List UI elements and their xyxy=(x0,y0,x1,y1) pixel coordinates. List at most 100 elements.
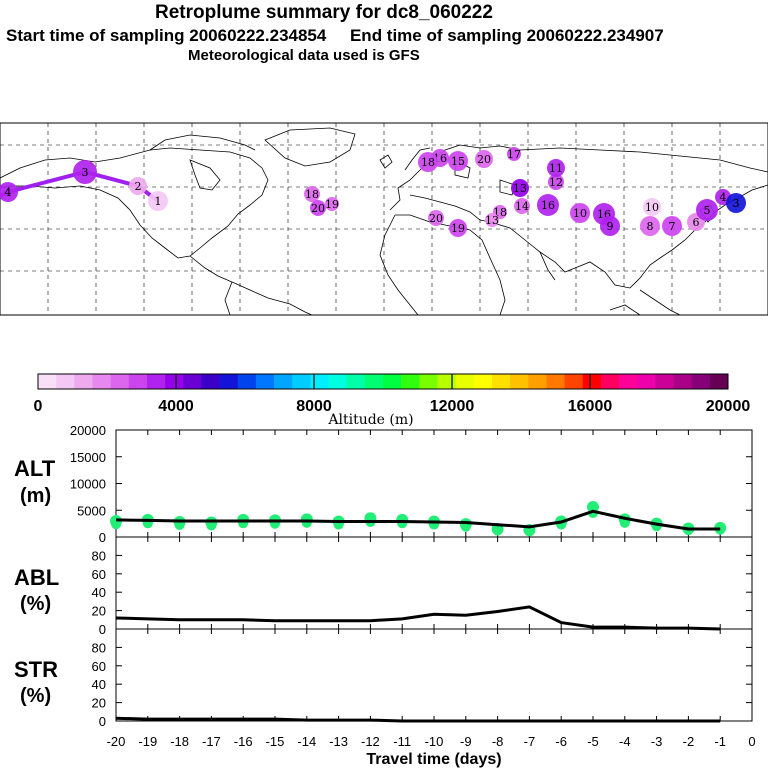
x-tick-label: -18 xyxy=(170,734,189,749)
y-tick-label: 0 xyxy=(99,530,106,545)
plume-cluster-marker xyxy=(600,216,620,236)
plume-cluster-marker xyxy=(310,200,326,216)
colorbar-cell xyxy=(401,374,420,389)
colorbar-cell xyxy=(310,374,329,389)
colorbar-cell xyxy=(691,374,711,389)
plume-cluster-label: 7 xyxy=(669,220,676,233)
particle-altitude-marker xyxy=(619,517,630,528)
colorbar-cell xyxy=(564,374,584,389)
colorbar-cell xyxy=(546,374,565,389)
plume-cluster-marker xyxy=(662,216,682,236)
plume-cluster-marker xyxy=(570,203,590,223)
plume-cluster-marker xyxy=(511,179,529,197)
colorbar-cell xyxy=(600,374,620,389)
plume-cluster-label: 3 xyxy=(82,166,89,179)
series-line xyxy=(115,509,721,531)
plume-cluster-marker xyxy=(304,186,320,202)
plume-cluster-marker xyxy=(547,159,565,177)
particle-altitude-marker xyxy=(397,518,408,529)
panel-label: STR xyxy=(14,657,58,682)
plume-cluster-label: 12 xyxy=(549,176,563,189)
plume-cluster-label: 10 xyxy=(645,201,659,214)
x-tick-label: -5 xyxy=(587,734,599,749)
timeseries-panels: ALT (m) 0 5000 10000 15000 20000 ABL (%) 0 20 40 60 8… xyxy=(14,423,756,768)
y-tick-label: 20 xyxy=(92,604,106,619)
colorbar-tick-label: 8000 xyxy=(296,398,332,415)
plume-cluster-marker xyxy=(640,216,660,236)
plume-cluster-label: 5 xyxy=(704,204,711,217)
plume-cluster-marker xyxy=(428,210,444,226)
y-tick-label: 80 xyxy=(92,548,106,563)
plume-cluster-label: 13 xyxy=(513,182,527,195)
colorbar-cell xyxy=(637,374,656,389)
plume-cluster-label: 17 xyxy=(507,148,521,161)
colorbar-cell xyxy=(165,374,184,389)
y-tick-label: 0 xyxy=(99,714,106,729)
plume-cluster-label: 19 xyxy=(451,222,465,235)
x-tick-label: -8 xyxy=(492,734,504,749)
x-axis-label: Travel time (days) xyxy=(366,751,501,768)
colorbar-label: Altitude (m) xyxy=(327,412,413,428)
plume-cluster-marker xyxy=(475,150,493,168)
series-line xyxy=(115,605,721,631)
plume-cluster-marker xyxy=(129,177,147,195)
y-tick-label: 60 xyxy=(92,567,106,582)
plume-cluster-label: 9 xyxy=(607,220,614,233)
x-tick-label: -10 xyxy=(425,734,444,749)
x-tick-label: -6 xyxy=(555,734,567,749)
plume-cluster-label: 8 xyxy=(647,220,654,233)
plume-cluster-label: 15 xyxy=(451,155,465,168)
plume-cluster-marker xyxy=(418,152,438,172)
plume-cluster-label: 6 xyxy=(693,216,700,229)
plume-cluster-marker xyxy=(73,160,97,184)
x-tick-label: -19 xyxy=(138,734,157,749)
y-tick-label: 60 xyxy=(92,659,106,674)
colorbar-cell xyxy=(292,374,311,389)
colorbar-frame xyxy=(37,373,729,390)
colorbar-cell xyxy=(491,374,511,389)
plume-cluster-label: 4 xyxy=(720,191,727,204)
panel-unit: (m) xyxy=(20,485,51,507)
x-tick-label: -3 xyxy=(651,734,663,749)
colorbar-cell xyxy=(274,374,293,389)
colorbar-cell xyxy=(237,374,257,389)
colorbar-cell xyxy=(619,374,638,389)
particle-altitude-marker xyxy=(111,519,121,530)
sampling-times: Start time of sampling 20060222.234854 E… xyxy=(6,26,768,46)
colorbar-cell xyxy=(437,374,456,389)
x-tick-label: -14 xyxy=(297,734,316,749)
colorbar-cell xyxy=(183,374,202,389)
plume-cluster-label: 10 xyxy=(573,207,587,220)
x-tick-label: -1 xyxy=(714,734,726,749)
plume-cluster-marker xyxy=(448,151,468,171)
colorbar-cell xyxy=(473,374,493,389)
plume-cluster-marker xyxy=(696,199,718,221)
colorbar-cell xyxy=(383,374,402,389)
particle-altitude-marker xyxy=(460,521,471,532)
colorbar-cell xyxy=(510,374,529,389)
y-tick-label: 40 xyxy=(92,585,106,600)
plume-cluster-label: 20 xyxy=(429,212,443,225)
x-tick-label: -13 xyxy=(329,734,348,749)
y-tick-label: 5000 xyxy=(77,503,106,518)
colorbar-cell xyxy=(146,374,166,389)
colorbar-ticks: 0 4000 8000 12000 16000 20000 xyxy=(34,374,750,415)
y-tick-label: 10000 xyxy=(70,477,106,492)
x-tick-label: -15 xyxy=(266,734,285,749)
plume-cluster-label: 16 xyxy=(541,199,555,212)
x-tick-label: -4 xyxy=(619,734,631,749)
plume-cluster-label: 1 xyxy=(155,195,162,208)
y-tick-label: 20000 xyxy=(70,423,106,438)
x-tick-label: -12 xyxy=(361,734,380,749)
colorbar-cell xyxy=(56,374,75,389)
particle-altitude-marker xyxy=(301,517,312,528)
plume-cluster-label: 20 xyxy=(311,202,325,215)
plume-cluster-marker xyxy=(507,147,521,161)
plume-cluster-label: 18 xyxy=(421,156,435,169)
colorbar-cell xyxy=(92,374,111,389)
colorbar-cell xyxy=(110,374,130,389)
start-time-label: Start time of sampling 20060222.234854 xyxy=(6,26,327,45)
panel-label: ALT xyxy=(14,456,56,481)
